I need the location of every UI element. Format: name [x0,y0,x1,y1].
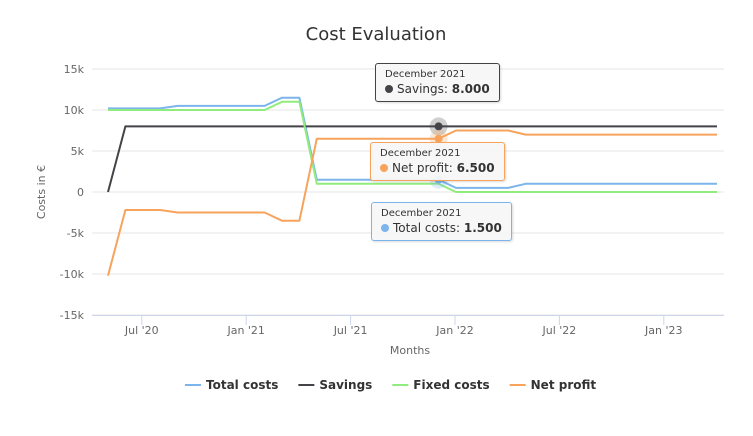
series-dot-icon [385,85,393,93]
y-tick-label: 10k [64,104,85,117]
x-tick-label: Jul '21 [333,324,368,337]
hover-marker [434,134,443,143]
legend-item-fixed-costs[interactable]: Fixed costs [413,378,489,392]
legend-item-savings[interactable]: Savings [319,378,372,392]
x-tick-label: Jan '22 [435,324,473,337]
x-axis-title: Months [390,344,430,357]
legend-item-net-profit[interactable]: Net profit [531,378,597,392]
y-tick-label: 15k [64,63,85,76]
tooltip-series: Net profit [392,161,449,175]
tooltip-value: 8.000 [451,82,490,96]
x-tick-label: Jul '20 [124,324,159,337]
y-tick-label: 0 [77,186,84,199]
series-dot-icon [381,224,389,232]
tooltip-series: Savings [397,82,444,96]
y-tick-label: -5k [67,227,85,240]
hover-marker [434,122,443,131]
series-line-net-profit [107,129,717,276]
chart-title: Cost Evaluation [306,24,447,45]
y-tick-label: -10k [60,268,85,281]
tooltip-date: December 2021 [381,208,462,219]
series-line-fixed-costs [108,100,717,193]
x-tick-label: Jan '23 [644,324,682,337]
tooltip-total-costs: December 2021 Total costs: 1.500 [371,202,512,241]
tooltip-series: Total costs [393,221,456,235]
tooltip-date: December 2021 [380,148,461,159]
legend-item-total-costs[interactable]: Total costs [206,378,278,392]
tooltip-value: 6.500 [456,161,495,175]
x-tick-label: Jan '21 [226,324,264,337]
tooltip-net-profit: December 2021 Net profit: 6.500 [370,142,505,181]
series-line-savings [107,125,717,193]
x-tick-label: Jul '22 [542,324,577,337]
series-dot-icon [380,164,388,172]
y-axis-title: Costs in € [35,165,48,219]
y-tick-label: 5k [71,145,85,158]
tooltip-savings: December 2021 Savings: 8.000 [375,63,500,102]
y-tick-label: -15k [60,309,85,322]
tooltip-value: 1.500 [463,221,502,235]
tooltip-date: December 2021 [385,69,466,80]
